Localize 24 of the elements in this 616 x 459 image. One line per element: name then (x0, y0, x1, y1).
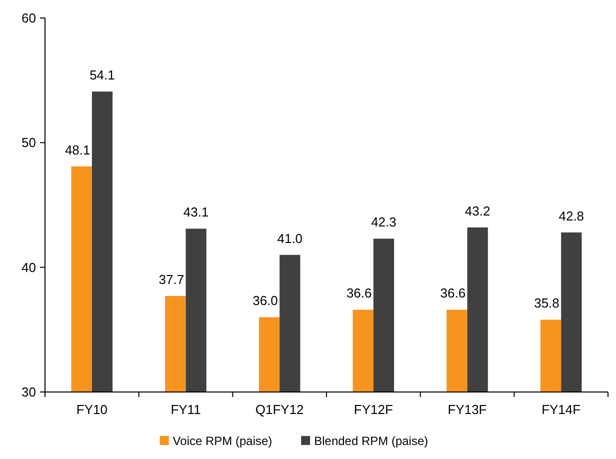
data-label: 48.1 (64, 142, 90, 158)
data-label: 36.6 (346, 286, 372, 301)
y-tick-label: 60 (22, 10, 36, 26)
y-tick-label: 30 (22, 384, 36, 400)
y-tick-label: 50 (22, 135, 36, 150)
data-label: 43.2 (464, 203, 490, 218)
data-label: 42.3 (371, 214, 396, 230)
data-label: 37.7 (158, 272, 184, 288)
legend-label: Voice RPM (paise) (172, 434, 272, 448)
legend-label: Blended RPM (paise) (314, 434, 428, 448)
x-tick-label: FY12F (354, 402, 393, 417)
data-label: 54.1 (90, 68, 115, 83)
x-tick-label: FY13F (448, 402, 487, 417)
data-label: 41.0 (277, 230, 303, 246)
x-tick-label: Q1FY12 (255, 402, 304, 417)
x-tick-label: FY10 (76, 402, 108, 417)
data-label: 35.8 (534, 296, 560, 311)
y-tick-label: 40 (22, 260, 36, 275)
data-label: 36.0 (252, 293, 278, 308)
data-label: 42.8 (558, 208, 584, 224)
data-label: 36.6 (440, 286, 466, 301)
x-tick-label: FY11 (170, 402, 201, 417)
x-tick-label: FY14F (542, 402, 581, 417)
data-label: 43.1 (183, 204, 209, 220)
